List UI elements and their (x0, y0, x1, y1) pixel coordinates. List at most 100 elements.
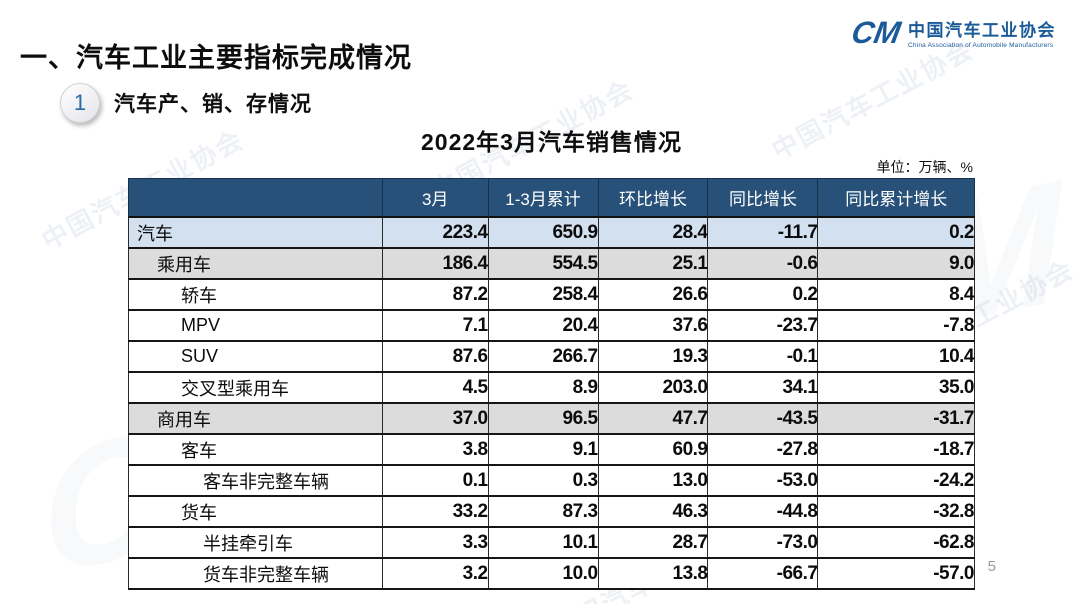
table-row: MPV 7.1 20.4 37.6 -23.7 -7.8 (128, 309, 975, 341)
cell-value: 20.4 (487, 309, 599, 341)
row-label: 乘用车 (128, 247, 383, 279)
cell-value: 3.3 (381, 526, 489, 558)
row-label: 客车 (128, 433, 383, 465)
cell-value: 60.9 (597, 433, 709, 465)
cell-value: 4.5 (381, 371, 489, 403)
cell-value: 8.9 (487, 371, 599, 403)
cell-value: -7.8 (817, 309, 975, 341)
column-header (128, 178, 383, 218)
section-title: 汽车产、销、存情况 (114, 93, 312, 116)
cell-value: -43.5 (707, 402, 819, 434)
column-header: 同比累计增长 (817, 178, 975, 218)
logo-name-en: China Association of Automobile Manufact… (908, 42, 1054, 49)
unit-label: 单位：万辆、% (876, 159, 973, 175)
cell-value: 10.4 (817, 340, 975, 372)
cell-value: 87.2 (381, 278, 489, 310)
cell-value: 28.4 (597, 216, 709, 248)
cell-value: -18.7 (817, 433, 975, 465)
section-badge: 1 (60, 83, 100, 123)
row-label: 汽车 (128, 216, 383, 248)
cell-value: 0.3 (487, 464, 599, 496)
cell-value: 0.1 (381, 464, 489, 496)
column-header: 环比增长 (597, 178, 709, 218)
cell-value: 0.2 (707, 278, 819, 310)
row-label: MPV (128, 309, 383, 341)
row-label: 轿车 (128, 278, 383, 310)
caam-logo: CM 中国汽车工业协会 China Association of Automob… (849, 15, 1056, 50)
cell-value: -73.0 (707, 526, 819, 558)
section-header: 1 汽车产、销、存情况 (60, 83, 312, 123)
table-row: 商用车 37.0 96.5 47.7 -43.5 -31.7 (128, 402, 975, 434)
cell-value: 10.0 (487, 557, 599, 590)
sales-table: 3月 1-3月累计 环比增长 同比增长 同比累计增长 汽车 223.4 650.9 28.4-… (128, 178, 975, 590)
cell-value: 650.9 (487, 216, 599, 248)
cell-value: -11.7 (707, 216, 819, 248)
cell-value: -44.8 (707, 495, 819, 527)
cell-value: -31.7 (817, 402, 975, 434)
table-row: SUV 87.6 266.7 19.3 -0.1 10.4 (128, 340, 975, 372)
cell-value: 87.3 (487, 495, 599, 527)
cell-value: 25.1 (597, 247, 709, 279)
cell-value: -0.6 (707, 247, 819, 279)
sales-table-block: 2022年3月汽车销售情况 单位：万辆、% 3月 1-3月累计 环比增长 同比增长 同比… (128, 128, 975, 590)
page-number: 5 (987, 558, 996, 575)
table-row: 客车 3.8 9.1 60.9 -27.8 -18.7 (128, 433, 975, 465)
cell-value: 87.6 (381, 340, 489, 372)
table-row: 客车非完整车辆 0.1 0.3 13.0 -53.0 -24.2 (128, 464, 975, 496)
cell-value: -57.0 (817, 557, 975, 590)
table-row: 交叉型乘用车 4.5 8.9 203.0 34.1 35.0 (128, 371, 975, 403)
cell-value: 3.2 (381, 557, 489, 590)
cell-value: 186.4 (381, 247, 489, 279)
table-row: 货车 33.2 87.3 46.3 -44.8 -32.8 (128, 495, 975, 527)
cell-value: 28.7 (597, 526, 709, 558)
table-title: 2022年3月汽车销售情况 (421, 129, 682, 155)
cell-value: -66.7 (707, 557, 819, 590)
sales-table-head: 3月 1-3月累计 环比增长 同比增长 同比累计增长 (128, 178, 975, 218)
cell-value: 3.8 (381, 433, 489, 465)
column-header: 同比增长 (707, 178, 819, 218)
cell-value: 13.8 (597, 557, 709, 590)
table-row: 轿车 87.2 258.4 26.6 0.2 8.4 (128, 278, 975, 310)
table-header-row: 3月 1-3月累计 环比增长 同比增长 同比累计增长 (128, 178, 975, 218)
cell-value: 46.3 (597, 495, 709, 527)
column-header: 1-3月累计 (487, 178, 599, 218)
cell-value: 33.2 (381, 495, 489, 527)
logo-name-cn: 中国汽车工业协会 (908, 21, 1056, 40)
cell-value: 9.0 (817, 247, 975, 279)
cell-value: -0.1 (707, 340, 819, 372)
column-header: 3月 (381, 178, 489, 218)
cell-value: 35.0 (817, 371, 975, 403)
cell-value: -24.2 (817, 464, 975, 496)
cell-value: 96.5 (487, 402, 599, 434)
cell-value: 7.1 (381, 309, 489, 341)
cell-value: 223.4 (381, 216, 489, 248)
cell-value: -53.0 (707, 464, 819, 496)
cell-value: -62.8 (817, 526, 975, 558)
table-row: 货车非完整车辆 3.2 10.0 13.8 -66.7 -57.0 (128, 557, 975, 590)
cell-value: 266.7 (487, 340, 599, 372)
cell-value: 258.4 (487, 278, 599, 310)
row-label: 交叉型乘用车 (128, 371, 383, 403)
cell-value: 47.7 (597, 402, 709, 434)
table-row: 半挂牵引车 3.3 10.1 28.7 -73.0 -62.8 (128, 526, 975, 558)
row-label: 半挂牵引车 (128, 526, 383, 558)
cell-value: -23.7 (707, 309, 819, 341)
row-label: 货车 (128, 495, 383, 527)
cell-value: 34.1 (707, 371, 819, 403)
cell-value: 37.6 (597, 309, 709, 341)
cell-value: 9.1 (487, 433, 599, 465)
cell-value: 0.2 (817, 216, 975, 248)
row-label: 货车非完整车辆 (128, 557, 383, 590)
cell-value: 554.5 (487, 247, 599, 279)
row-label: 商用车 (128, 402, 383, 434)
cell-value: -27.8 (707, 433, 819, 465)
cell-value: 37.0 (381, 402, 489, 434)
cell-value: 19.3 (597, 340, 709, 372)
row-label: 客车非完整车辆 (128, 464, 383, 496)
cell-value: 8.4 (817, 278, 975, 310)
cell-value: 203.0 (597, 371, 709, 403)
table-row: 乘用车 186.4 554.5 25.1 -0.6 9.0 (128, 247, 975, 279)
table-row: 汽车 223.4 650.9 28.4 -11.7 0.2 (128, 216, 975, 248)
row-label: SUV (128, 340, 383, 372)
page-title: 一、汽车工业主要指标完成情况 (20, 43, 412, 74)
